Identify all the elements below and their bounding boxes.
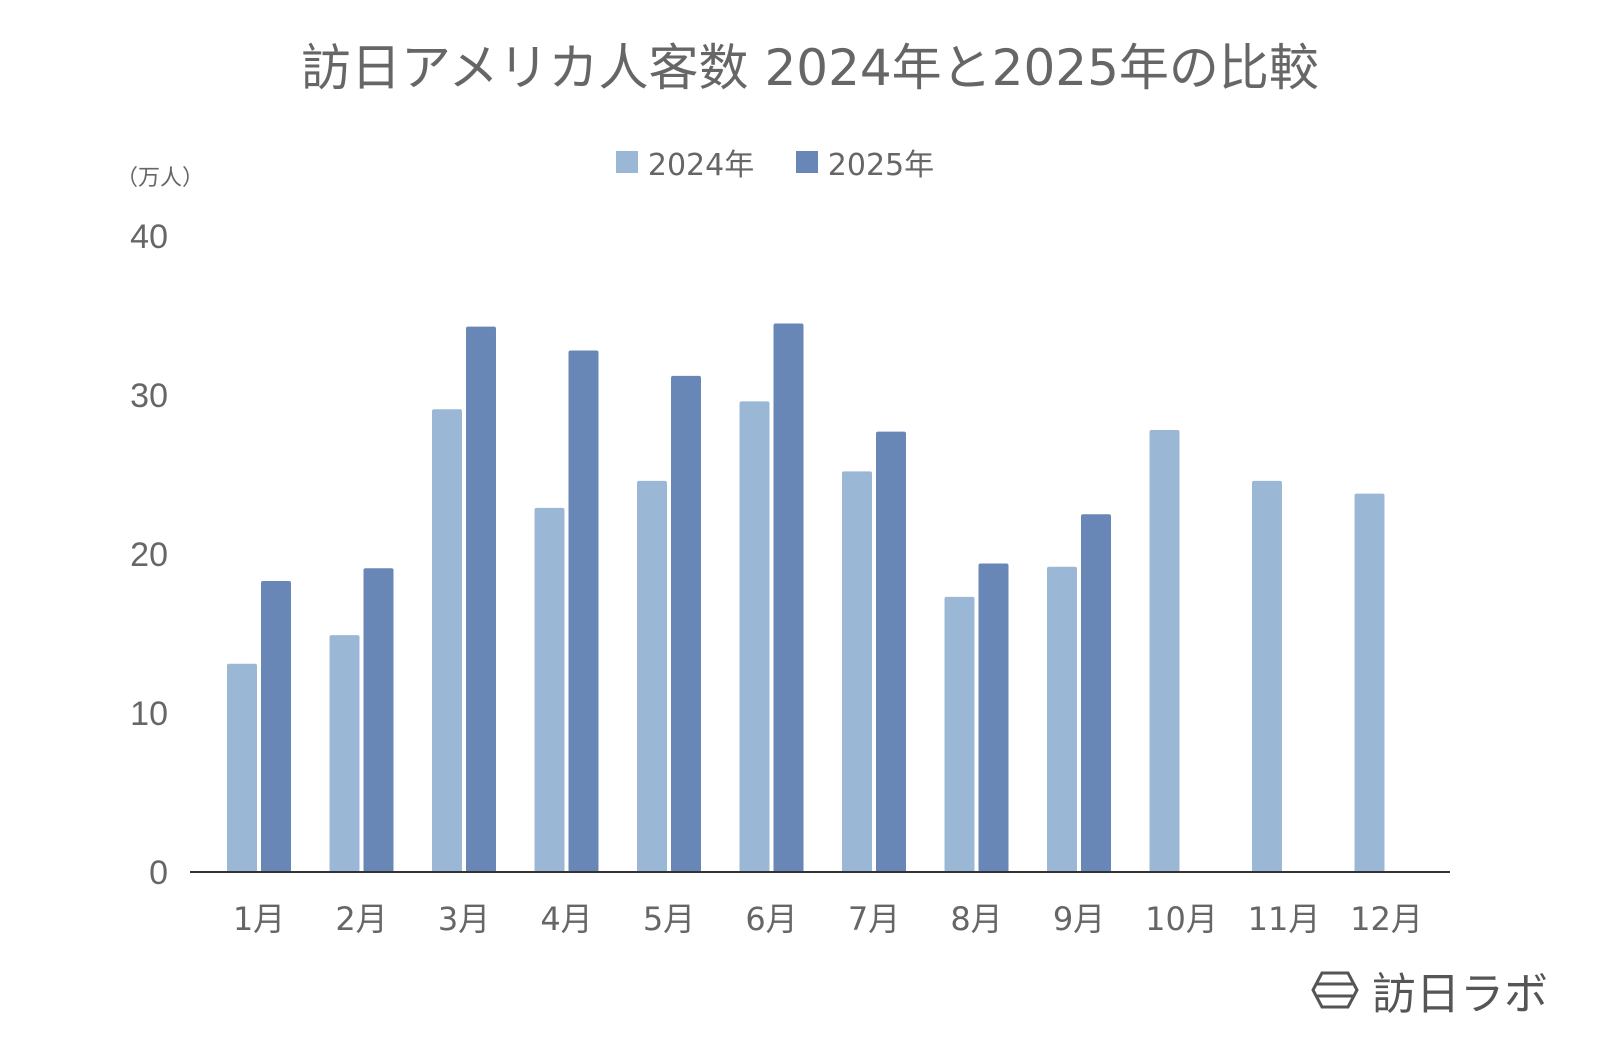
x-tick-label: 6月 (745, 900, 797, 938)
logo-text: 訪日ラボ (1372, 969, 1548, 1020)
y-tick-label: 40 (130, 218, 168, 256)
logo: 訪日ラボ (1310, 958, 1548, 1022)
bar-2025年-5月 (671, 375, 701, 872)
y-tick-label: 20 (130, 536, 168, 574)
x-tick-label: 1月 (233, 900, 285, 938)
bar-2024年-1月 (227, 663, 257, 872)
chart-title: 訪日アメリカ人客数 2024年と2025年の比較 (301, 39, 1319, 97)
x-tick-label: 3月 (438, 900, 490, 938)
legend-swatch-2024 (615, 151, 638, 173)
x-tick-label: 8月 (950, 900, 1002, 938)
y-axis-unit: （万人） (116, 166, 205, 191)
x-tick-label: 11月 (1248, 900, 1321, 938)
legend-item-2024: 2024年 (615, 140, 755, 184)
y-tick-label: 10 (130, 695, 168, 733)
bar-2024年-12月 (1354, 493, 1385, 872)
x-tick-label: 4月 (540, 900, 592, 938)
bar-2025年-2月 (363, 568, 394, 872)
bar-2025年-1月 (261, 581, 291, 872)
bar-2024年-2月 (329, 635, 360, 872)
bar-2025年-9月 (1081, 514, 1111, 872)
x-tick-label: 9月 (1053, 900, 1105, 938)
y-tick-label: 0 (149, 854, 168, 892)
bar-2024年-9月 (1047, 566, 1077, 872)
bar-2025年-3月 (466, 326, 496, 872)
bar-2025年-8月 (978, 563, 1009, 872)
legend-swatch-2025 (795, 151, 818, 173)
legend: 2024年 2025年 (0, 140, 1550, 184)
legend-label-2024: 2024年 (647, 148, 755, 183)
bar-2025年-7月 (876, 431, 906, 872)
bar-2025年-4月 (568, 350, 599, 873)
x-tick-label: 12月 (1350, 900, 1423, 938)
bar-2024年-4月 (534, 507, 565, 872)
x-tick-label: 2月 (335, 900, 387, 938)
x-tick-label: 5月 (643, 900, 695, 938)
bar-2024年-11月 (1252, 480, 1282, 872)
bar-2024年-5月 (637, 480, 667, 872)
x-tick-label: 7月 (848, 900, 900, 938)
bar-2024年-7月 (842, 471, 872, 872)
legend-item-2025: 2025年 (795, 140, 935, 184)
x-tick-label: 10月 (1145, 900, 1218, 938)
legend-label-2025: 2025年 (827, 148, 935, 183)
y-tick-label: 30 (130, 377, 168, 415)
logo-hexagon-icon (1311, 971, 1359, 1009)
bar-2024年-6月 (739, 401, 770, 872)
bar-2025年-6月 (773, 323, 804, 872)
bar-2024年-10月 (1149, 429, 1180, 872)
bar-2024年-3月 (432, 409, 462, 872)
bar-2024年-8月 (944, 596, 975, 872)
